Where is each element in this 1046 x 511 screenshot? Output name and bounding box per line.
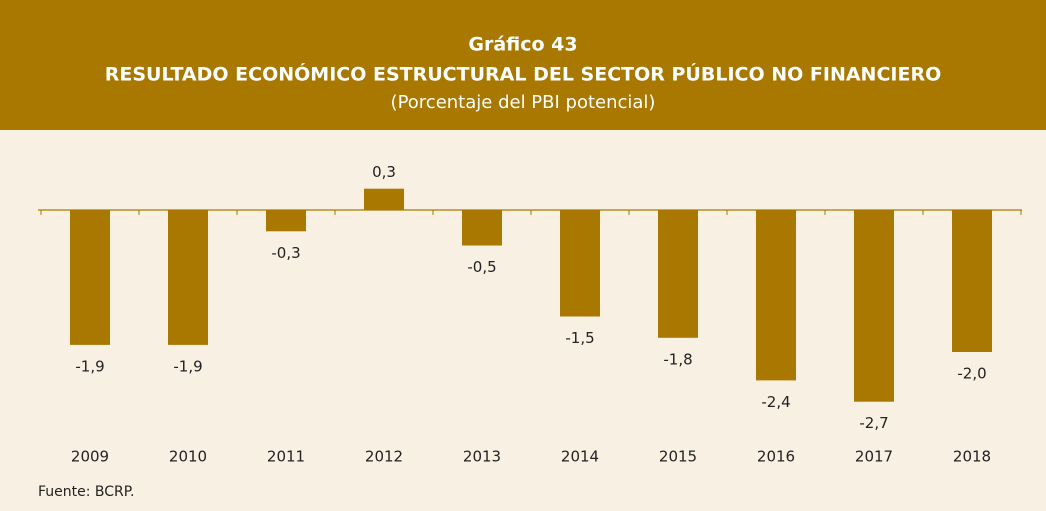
value-label: -2,4 — [761, 393, 790, 411]
bar — [756, 210, 796, 381]
bar — [462, 210, 502, 246]
x-tick-label: 2015 — [659, 448, 697, 466]
chart-number: Gráfico 43 — [468, 34, 577, 56]
x-tick-label: 2014 — [561, 448, 599, 466]
x-tick-label: 2010 — [169, 448, 207, 466]
x-tick-label: 2018 — [953, 448, 991, 466]
value-label: -1,5 — [565, 329, 594, 347]
value-label: -1,9 — [75, 357, 104, 375]
value-label: -2,7 — [859, 414, 888, 432]
bar — [266, 210, 306, 232]
value-label: -1,8 — [663, 350, 692, 368]
x-tick-label: 2009 — [71, 448, 109, 466]
x-tick-label: 2013 — [463, 448, 501, 466]
x-tick-label: 2012 — [365, 448, 403, 466]
source: Fuente: BCRP. — [38, 484, 135, 500]
bar — [658, 210, 698, 338]
value-label: -0,3 — [271, 244, 300, 262]
bar — [168, 210, 208, 345]
value-label: -1,9 — [173, 357, 202, 375]
value-label: -0,5 — [467, 258, 496, 276]
x-tick-label: 2016 — [757, 448, 795, 466]
bar — [560, 210, 600, 317]
value-label: -2,0 — [957, 365, 986, 383]
bar — [952, 210, 992, 352]
x-tick-label: 2011 — [267, 448, 305, 466]
bar — [364, 188, 404, 210]
chart-subtitle: (Porcentaje del PBI potencial) — [391, 92, 656, 113]
value-label: 0,3 — [372, 163, 396, 181]
header-band — [0, 0, 1046, 130]
bar — [70, 210, 110, 345]
x-tick-label: 2017 — [855, 448, 893, 466]
bar — [854, 210, 894, 402]
chart-title: RESULTADO ECONÓMICO ESTRUCTURAL DEL SECT… — [105, 62, 941, 86]
